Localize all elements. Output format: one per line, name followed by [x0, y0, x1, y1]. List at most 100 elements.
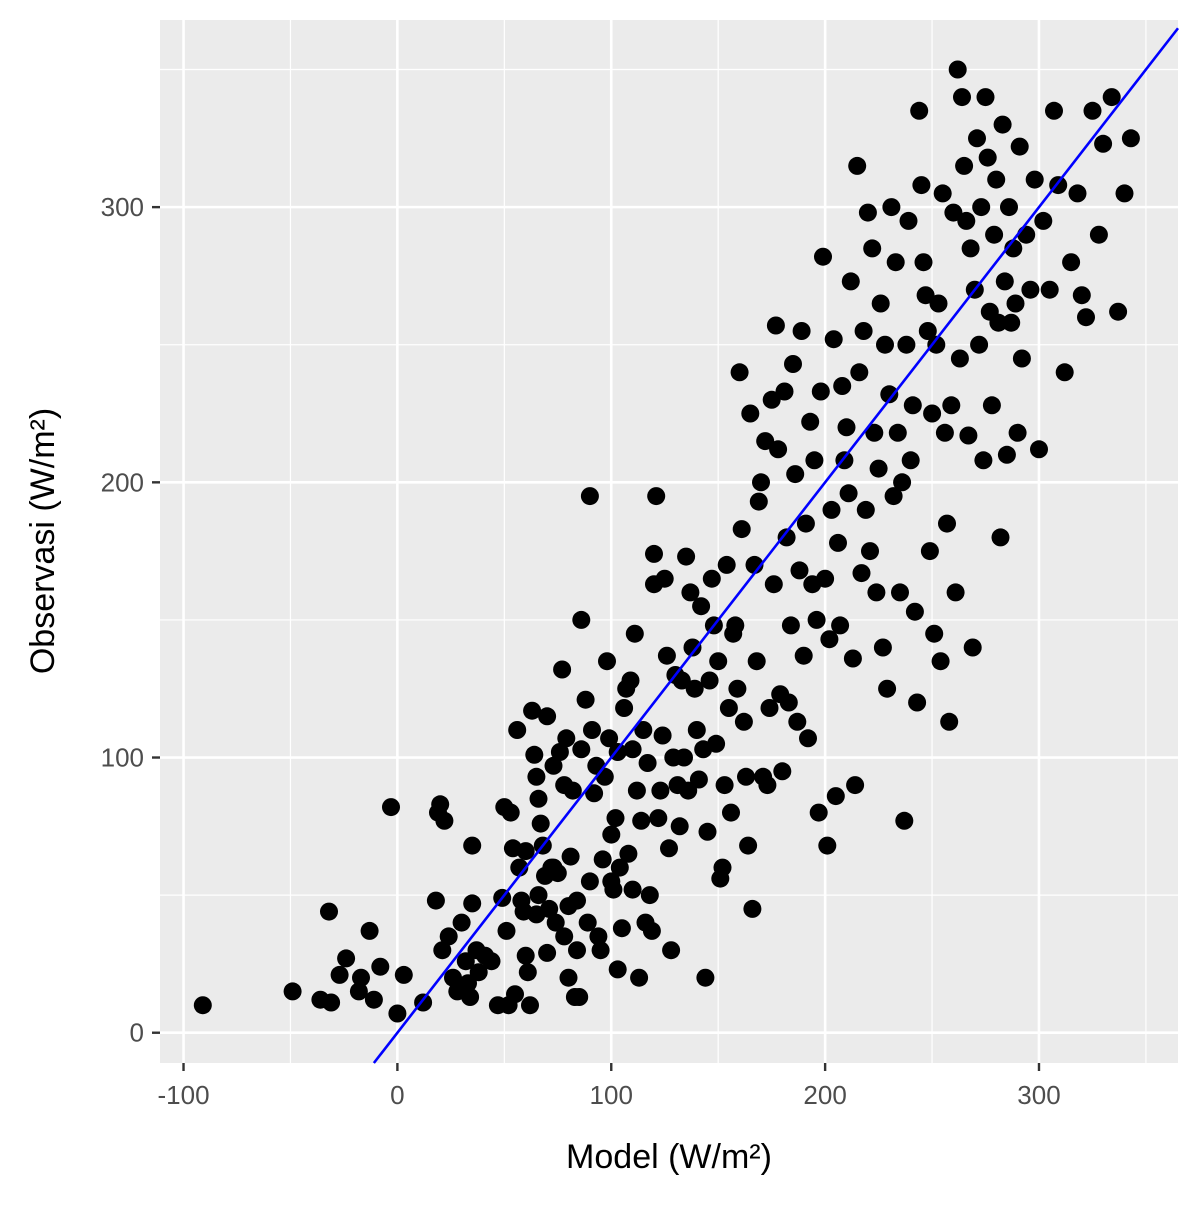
- data-point: [878, 679, 897, 698]
- data-point: [807, 610, 826, 629]
- data-point: [1002, 313, 1021, 332]
- data-point: [916, 286, 935, 305]
- y-tick-label: 200: [101, 467, 144, 497]
- data-point: [758, 776, 777, 795]
- data-point: [702, 569, 721, 588]
- data-point: [933, 184, 952, 203]
- data-point: [927, 335, 946, 354]
- data-point: [1121, 129, 1140, 148]
- minor-grid: [160, 20, 1178, 1063]
- data-point: [982, 396, 1001, 415]
- data-point: [632, 811, 651, 830]
- data-point: [773, 762, 792, 781]
- data-point: [903, 396, 922, 415]
- data-point: [788, 712, 807, 731]
- data-point: [557, 729, 576, 748]
- data-point: [734, 712, 753, 731]
- data-point: [1055, 363, 1074, 382]
- data-point: [1115, 184, 1134, 203]
- data-point: [638, 754, 657, 772]
- data-point: [431, 795, 450, 814]
- data-point: [570, 988, 589, 1006]
- data-point: [634, 721, 653, 739]
- data-point: [585, 784, 604, 803]
- data-point: [747, 652, 766, 671]
- data-point: [843, 649, 862, 668]
- data-point: [940, 712, 959, 731]
- data-point: [1025, 170, 1044, 189]
- data-point: [600, 729, 619, 748]
- data-point: [1068, 184, 1087, 203]
- x-tick-label: 100: [590, 1080, 633, 1110]
- data-point: [950, 349, 969, 368]
- data-point: [801, 412, 820, 431]
- data-point: [908, 693, 927, 712]
- data-point: [538, 707, 557, 726]
- data-point: [553, 660, 572, 679]
- identity-line: [372, 27, 1180, 1064]
- data-point: [461, 988, 480, 1006]
- data-point: [623, 880, 642, 899]
- data-point: [525, 745, 544, 764]
- data-point: [739, 836, 758, 855]
- data-point: [696, 968, 715, 987]
- data-point: [752, 473, 770, 492]
- data-point: [683, 638, 702, 657]
- y-tick-label: 300: [101, 192, 144, 222]
- data-point: [818, 836, 837, 855]
- data-point: [529, 789, 548, 808]
- data-point: [651, 781, 670, 800]
- data-point: [371, 957, 390, 976]
- data-point: [743, 899, 762, 918]
- data-point: [660, 839, 678, 858]
- data-point: [961, 239, 980, 258]
- data-point: [839, 484, 858, 503]
- data-point: [1008, 423, 1027, 442]
- data-point: [621, 671, 640, 690]
- data-point: [713, 858, 732, 877]
- data-point: [1045, 101, 1063, 120]
- data-point: [352, 968, 370, 987]
- data-point: [1012, 349, 1031, 368]
- data-point: [852, 564, 871, 583]
- data-point: [655, 569, 674, 588]
- data-point: [861, 542, 879, 561]
- data-point: [805, 451, 824, 470]
- data-point: [555, 927, 574, 946]
- data-point: [959, 426, 978, 445]
- data-point: [914, 253, 933, 272]
- data-point: [561, 847, 580, 866]
- data-point: [615, 699, 634, 717]
- data-point: [925, 624, 944, 643]
- data-point: [865, 423, 884, 442]
- data-point: [330, 965, 349, 984]
- data-point: [833, 377, 852, 395]
- data-point: [602, 825, 621, 844]
- data-point: [912, 176, 931, 195]
- data-point: [829, 533, 847, 552]
- data-point: [779, 693, 798, 712]
- data-point: [796, 514, 815, 533]
- data-point: [625, 624, 644, 643]
- data-point: [944, 203, 963, 222]
- data-point: [799, 729, 817, 748]
- data-point: [606, 809, 625, 828]
- data-point: [784, 355, 802, 373]
- data-point: [469, 963, 488, 982]
- data-point: [388, 1004, 407, 1023]
- data-point: [698, 822, 717, 841]
- data-point: [1030, 440, 1048, 459]
- data-point: [709, 652, 728, 671]
- data-point: [627, 781, 646, 800]
- data-point: [578, 913, 597, 932]
- data-point: [283, 982, 302, 1001]
- data-point: [816, 569, 835, 588]
- data-point: [775, 382, 794, 401]
- data-point: [529, 886, 548, 905]
- data-point: [974, 451, 993, 470]
- data-point: [1089, 225, 1108, 244]
- data-point: [1094, 134, 1113, 153]
- data-point: [516, 946, 535, 965]
- data-point: [719, 699, 738, 717]
- data-point: [841, 272, 860, 291]
